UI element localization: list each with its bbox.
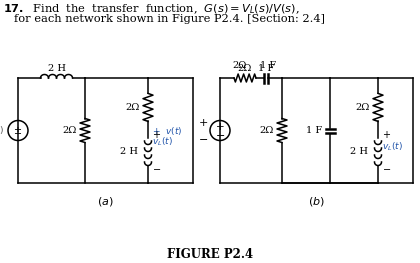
Text: 2 H: 2 H [350, 147, 368, 156]
Text: 2Ω: 2Ω [63, 126, 77, 135]
Text: +: + [152, 129, 160, 139]
Text: 2Ω: 2Ω [126, 103, 140, 112]
Text: +: + [216, 122, 224, 132]
Text: 2Ω: 2Ω [260, 126, 274, 135]
Text: $(b)$: $(b)$ [308, 195, 325, 208]
Text: $(a)$: $(a)$ [97, 195, 114, 208]
Text: 2Ω: 2Ω [238, 64, 252, 73]
Text: for each network shown in Figure P2.4. [Section: 2.4]: for each network shown in Figure P2.4. [… [14, 14, 325, 24]
Text: 2Ω: 2Ω [356, 103, 370, 112]
Text: $v_L(t)$: $v_L(t)$ [152, 135, 173, 148]
Text: $-$: $-$ [198, 134, 208, 144]
Text: $\pm$: $\pm$ [13, 125, 23, 136]
Text: 2Ω: 2Ω [233, 61, 247, 70]
Text: $-$: $-$ [152, 164, 161, 174]
Text: 1 F: 1 F [260, 61, 276, 70]
Text: $-$: $-$ [215, 129, 225, 139]
Text: 1 F: 1 F [258, 64, 274, 73]
Text: 2 H: 2 H [120, 147, 138, 156]
Text: +  $v(t)$: + $v(t)$ [152, 125, 182, 137]
Text: $v_L(t)$: $v_L(t)$ [382, 140, 403, 153]
Text: $-$: $-$ [382, 164, 391, 174]
Text: 1 F: 1 F [306, 126, 322, 135]
Text: +: + [382, 129, 390, 139]
Text: $\mathbf{17.}$  Find  the  transfer  function,  $G(s) = V_L(s)/V(s)$,: $\mathbf{17.}$ Find the transfer functio… [3, 2, 300, 16]
Text: 2 H: 2 H [47, 64, 66, 73]
Text: FIGURE P2.4: FIGURE P2.4 [167, 248, 253, 261]
Text: +: + [199, 118, 208, 128]
Text: $(t)$: $(t)$ [0, 124, 4, 136]
